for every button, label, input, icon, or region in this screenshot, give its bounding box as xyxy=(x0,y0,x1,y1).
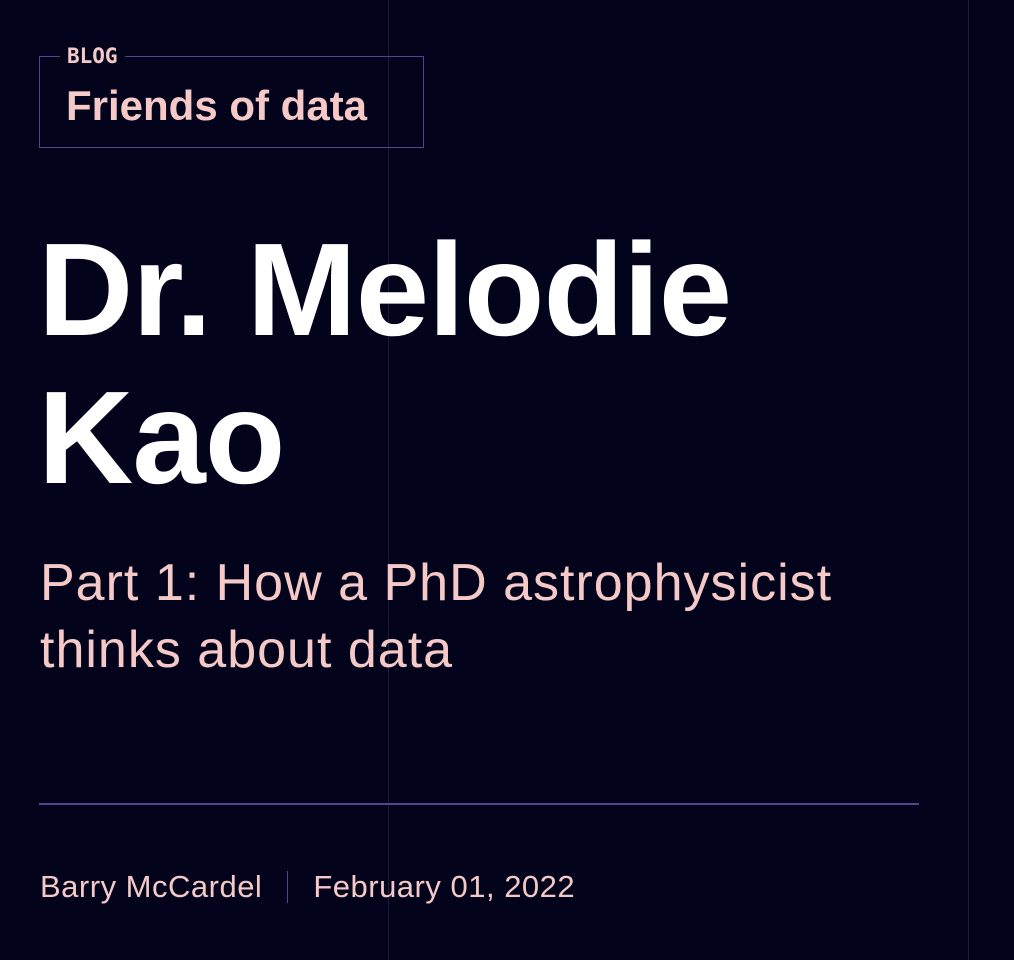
meta-separator xyxy=(287,871,289,903)
background-grid-line-left xyxy=(388,0,389,960)
publish-date: February 01, 2022 xyxy=(313,869,576,904)
series-badge[interactable] xyxy=(39,56,424,148)
article-meta: Barry McCardel February 01, 2022 xyxy=(40,866,575,908)
article-subtitle: Part 1: How a PhD astrophysicist thinks … xyxy=(40,554,833,679)
series-name-link[interactable]: Friends of data xyxy=(66,82,368,129)
background-grid-line-right xyxy=(968,0,969,960)
author-name[interactable]: Barry McCardel xyxy=(40,869,263,904)
category-label: BLOG xyxy=(60,43,125,69)
header-divider xyxy=(39,803,919,805)
article-title: Dr. Melodie Kao xyxy=(38,216,732,511)
